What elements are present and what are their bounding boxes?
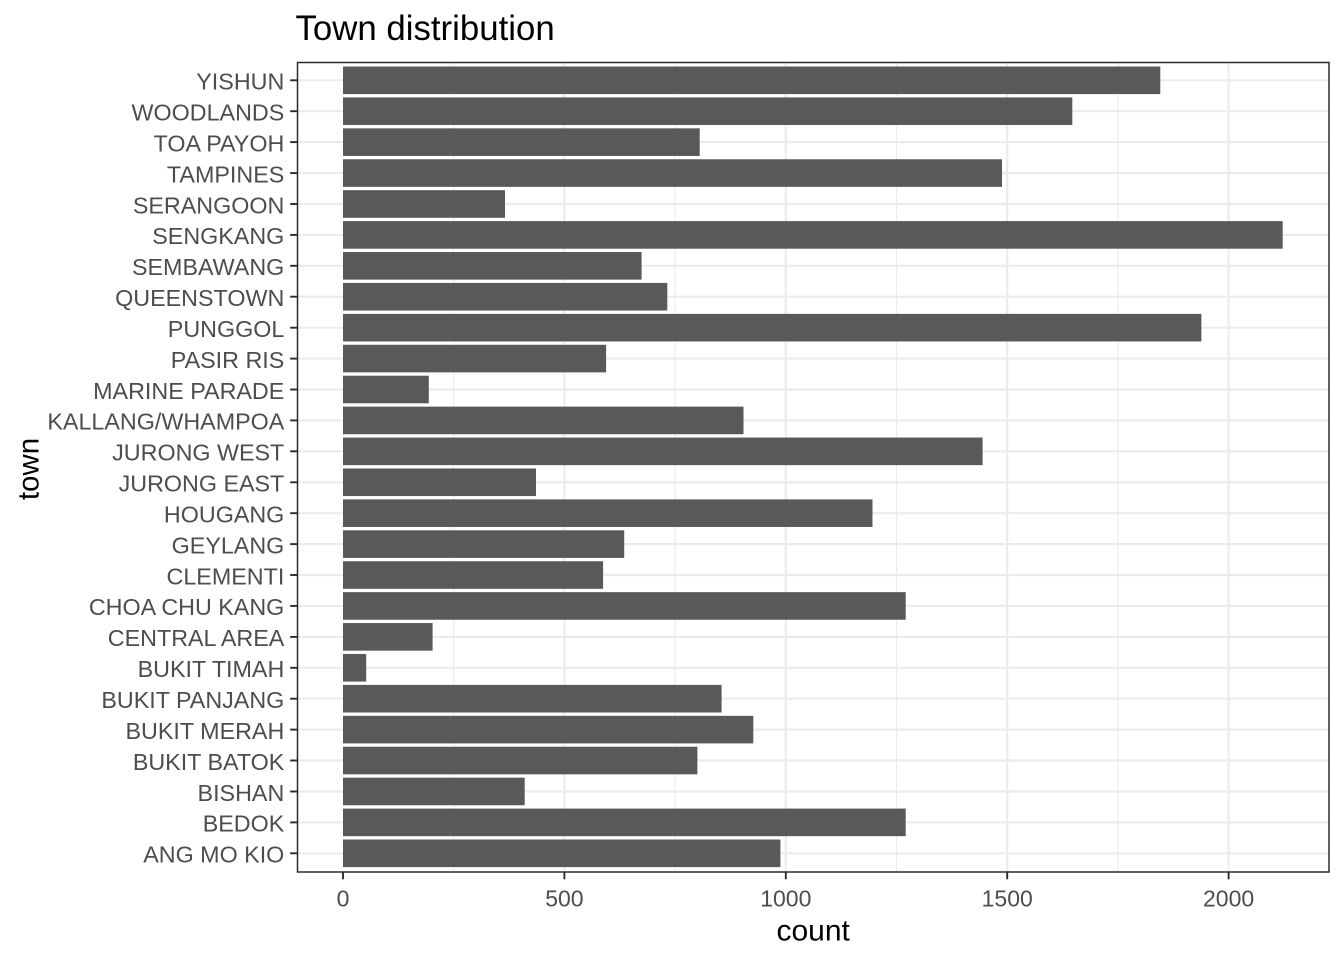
svg-text:BUKIT PANJANG: BUKIT PANJANG xyxy=(101,687,284,713)
svg-text:0: 0 xyxy=(337,885,350,911)
svg-text:500: 500 xyxy=(545,885,583,911)
svg-text:BUKIT MERAH: BUKIT MERAH xyxy=(126,718,285,744)
svg-text:JURONG WEST: JURONG WEST xyxy=(112,440,284,466)
svg-text:SERANGOON: SERANGOON xyxy=(133,192,284,218)
svg-text:SEMBAWANG: SEMBAWANG xyxy=(132,254,284,280)
svg-text:WOODLANDS: WOODLANDS xyxy=(132,100,285,126)
svg-text:BUKIT BATOK: BUKIT BATOK xyxy=(133,749,285,775)
svg-text:1500: 1500 xyxy=(982,885,1033,911)
svg-text:1000: 1000 xyxy=(760,885,811,911)
svg-text:Town distribution: Town distribution xyxy=(296,9,555,48)
svg-text:count: count xyxy=(777,915,851,948)
svg-text:SENGKANG: SENGKANG xyxy=(152,223,284,249)
svg-text:MARINE PARADE: MARINE PARADE xyxy=(93,378,284,404)
svg-text:TAMPINES: TAMPINES xyxy=(167,161,284,187)
svg-text:CENTRAL AREA: CENTRAL AREA xyxy=(108,625,285,651)
svg-text:KALLANG/WHAMPOA: KALLANG/WHAMPOA xyxy=(47,409,284,435)
svg-text:TOA PAYOH: TOA PAYOH xyxy=(154,130,285,156)
svg-text:YISHUN: YISHUN xyxy=(196,69,284,95)
svg-text:BEDOK: BEDOK xyxy=(203,811,285,837)
svg-text:CLEMENTI: CLEMENTI xyxy=(167,563,285,589)
svg-text:PUNGGOL: PUNGGOL xyxy=(168,316,285,342)
svg-text:QUEENSTOWN: QUEENSTOWN xyxy=(115,285,284,311)
svg-text:PASIR RIS: PASIR RIS xyxy=(171,347,285,373)
svg-text:BUKIT TIMAH: BUKIT TIMAH xyxy=(138,656,285,682)
svg-text:CHOA CHU KANG: CHOA CHU KANG xyxy=(89,594,284,620)
svg-text:town: town xyxy=(13,438,46,500)
svg-text:HOUGANG: HOUGANG xyxy=(164,502,284,528)
svg-text:ANG MO KIO: ANG MO KIO xyxy=(143,842,284,868)
svg-text:2000: 2000 xyxy=(1203,885,1254,911)
svg-text:JURONG EAST: JURONG EAST xyxy=(119,471,285,497)
svg-text:BISHAN: BISHAN xyxy=(198,780,285,806)
svg-text:GEYLANG: GEYLANG xyxy=(172,532,285,558)
